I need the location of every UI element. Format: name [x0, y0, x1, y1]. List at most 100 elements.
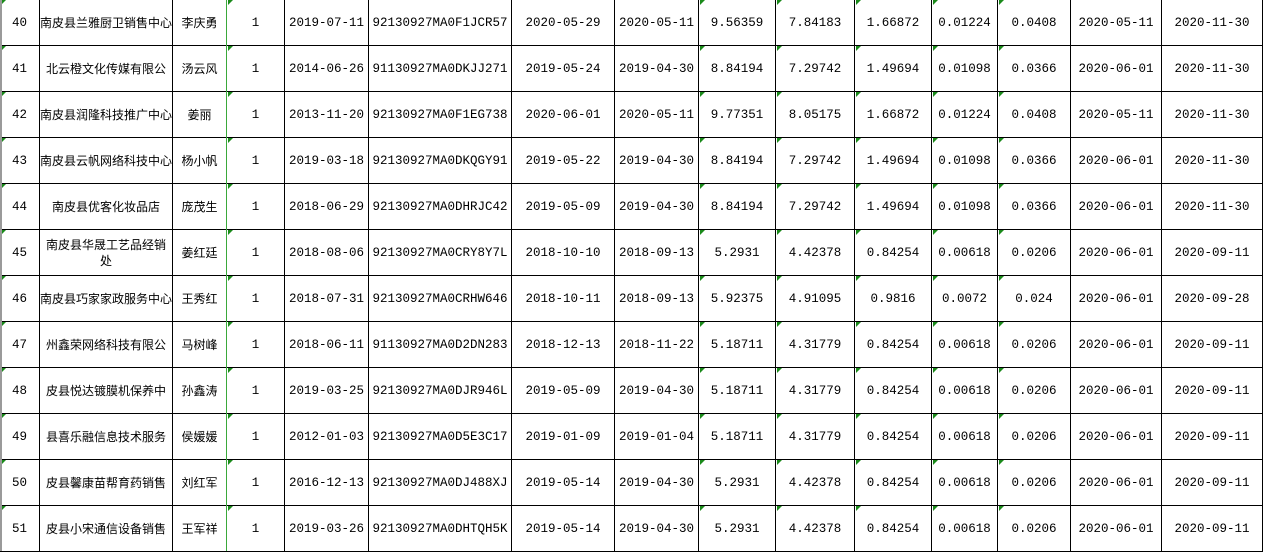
cell-date-b[interactable]: 2019-01-04: [615, 414, 699, 460]
cell-value-b[interactable]: 4.42378: [776, 230, 855, 276]
cell-date-a[interactable]: 2020-06-01: [512, 92, 615, 138]
cell-end-date[interactable]: 2020-09-11: [1162, 506, 1263, 552]
cell-company-name[interactable]: 南皮县优客化妆品店: [40, 184, 173, 230]
cell-value-b[interactable]: 7.84183: [776, 0, 855, 46]
cell-value-c[interactable]: 1.66872: [855, 0, 932, 46]
cell-credit-code[interactable]: 92130927MA0F1JCR57: [369, 0, 512, 46]
cell-row-number[interactable]: 44: [0, 184, 40, 230]
cell-credit-code[interactable]: 91130927MA0D2DN283: [369, 322, 512, 368]
cell-company-name[interactable]: 县喜乐融信息技术服务: [40, 414, 173, 460]
cell-contact-person[interactable]: 马树峰: [173, 322, 227, 368]
cell-registration-date[interactable]: 2016-12-13: [285, 460, 369, 506]
cell-registration-date[interactable]: 2019-03-26: [285, 506, 369, 552]
cell-value-a[interactable]: 9.77351: [699, 92, 776, 138]
cell-row-number[interactable]: 48: [0, 368, 40, 414]
cell-date-b[interactable]: 2018-11-22: [615, 322, 699, 368]
cell-date-a[interactable]: 2018-10-10: [512, 230, 615, 276]
cell-value-b[interactable]: 4.31779: [776, 322, 855, 368]
cell-value-c[interactable]: 1.49694: [855, 138, 932, 184]
cell-registration-date[interactable]: 2012-01-03: [285, 414, 369, 460]
cell-contact-person[interactable]: 孙鑫涛: [173, 368, 227, 414]
cell-value-a[interactable]: 8.84194: [699, 138, 776, 184]
cell-value-d[interactable]: 0.0072: [932, 276, 998, 322]
cell-value-b[interactable]: 4.42378: [776, 460, 855, 506]
cell-date-a[interactable]: 2020-05-29: [512, 0, 615, 46]
cell-count[interactable]: 1: [227, 460, 285, 506]
cell-end-date[interactable]: 2020-11-30: [1162, 138, 1263, 184]
cell-value-a[interactable]: 8.84194: [699, 46, 776, 92]
cell-date-a[interactable]: 2019-05-09: [512, 368, 615, 414]
cell-start-date[interactable]: 2020-06-01: [1071, 414, 1162, 460]
cell-count[interactable]: 1: [227, 138, 285, 184]
cell-registration-date[interactable]: 2018-07-31: [285, 276, 369, 322]
cell-registration-date[interactable]: 2019-03-18: [285, 138, 369, 184]
cell-value-b[interactable]: 7.29742: [776, 46, 855, 92]
cell-value-c[interactable]: 1.49694: [855, 184, 932, 230]
cell-value-a[interactable]: 5.18711: [699, 414, 776, 460]
cell-count[interactable]: 1: [227, 184, 285, 230]
cell-value-d[interactable]: 0.00618: [932, 322, 998, 368]
cell-value-e[interactable]: 0.0206: [998, 368, 1071, 414]
cell-credit-code[interactable]: 92130927MA0DJ488XJ: [369, 460, 512, 506]
cell-value-c[interactable]: 0.84254: [855, 414, 932, 460]
cell-value-d[interactable]: 0.01098: [932, 184, 998, 230]
cell-company-name[interactable]: 南皮县巧家家政服务中心: [40, 276, 173, 322]
cell-count[interactable]: 1: [227, 506, 285, 552]
cell-credit-code[interactable]: 92130927MA0DJR946L: [369, 368, 512, 414]
cell-company-name[interactable]: 皮县小宋通信设备销售: [40, 506, 173, 552]
cell-value-a[interactable]: 5.92375: [699, 276, 776, 322]
cell-start-date[interactable]: 2020-05-11: [1071, 0, 1162, 46]
cell-registration-date[interactable]: 2019-07-11: [285, 0, 369, 46]
cell-company-name[interactable]: 南皮县华晟工艺品经销处: [40, 230, 173, 276]
cell-value-b[interactable]: 4.31779: [776, 368, 855, 414]
cell-value-a[interactable]: 8.84194: [699, 184, 776, 230]
cell-end-date[interactable]: 2020-09-11: [1162, 414, 1263, 460]
cell-value-d[interactable]: 0.01224: [932, 0, 998, 46]
cell-value-d[interactable]: 0.01098: [932, 138, 998, 184]
cell-value-e[interactable]: 0.0206: [998, 230, 1071, 276]
cell-contact-person[interactable]: 汤云风: [173, 46, 227, 92]
cell-date-b[interactable]: 2019-04-30: [615, 184, 699, 230]
cell-value-a[interactable]: 5.18711: [699, 368, 776, 414]
cell-credit-code[interactable]: 92130927MA0DKQGY91: [369, 138, 512, 184]
cell-value-d[interactable]: 0.01224: [932, 92, 998, 138]
cell-date-a[interactable]: 2019-05-14: [512, 506, 615, 552]
cell-value-e[interactable]: 0.0408: [998, 92, 1071, 138]
cell-value-c[interactable]: 0.84254: [855, 322, 932, 368]
cell-value-a[interactable]: 5.18711: [699, 322, 776, 368]
cell-contact-person[interactable]: 庞茂生: [173, 184, 227, 230]
cell-value-d[interactable]: 0.01098: [932, 46, 998, 92]
cell-value-a[interactable]: 9.56359: [699, 0, 776, 46]
cell-start-date[interactable]: 2020-06-01: [1071, 46, 1162, 92]
cell-row-number[interactable]: 46: [0, 276, 40, 322]
cell-company-name[interactable]: 南皮县云帆网络科技中心: [40, 138, 173, 184]
cell-date-a[interactable]: 2019-05-09: [512, 184, 615, 230]
cell-row-number[interactable]: 42: [0, 92, 40, 138]
cell-value-d[interactable]: 0.00618: [932, 414, 998, 460]
cell-credit-code[interactable]: 91130927MA0DKJJ271: [369, 46, 512, 92]
cell-value-a[interactable]: 5.2931: [699, 230, 776, 276]
cell-value-c[interactable]: 0.84254: [855, 368, 932, 414]
cell-contact-person[interactable]: 王军祥: [173, 506, 227, 552]
cell-registration-date[interactable]: 2018-06-11: [285, 322, 369, 368]
cell-date-a[interactable]: 2019-05-22: [512, 138, 615, 184]
cell-row-number[interactable]: 50: [0, 460, 40, 506]
cell-value-c[interactable]: 0.84254: [855, 230, 932, 276]
cell-company-name[interactable]: 南皮县润隆科技推广中心: [40, 92, 173, 138]
cell-registration-date[interactable]: 2018-08-06: [285, 230, 369, 276]
cell-value-e[interactable]: 0.0408: [998, 0, 1071, 46]
cell-end-date[interactable]: 2020-11-30: [1162, 184, 1263, 230]
cell-row-number[interactable]: 45: [0, 230, 40, 276]
cell-value-b[interactable]: 4.31779: [776, 414, 855, 460]
cell-count[interactable]: 1: [227, 92, 285, 138]
cell-value-e[interactable]: 0.0206: [998, 460, 1071, 506]
cell-start-date[interactable]: 2020-06-01: [1071, 230, 1162, 276]
cell-count[interactable]: 1: [227, 0, 285, 46]
cell-value-c[interactable]: 1.49694: [855, 46, 932, 92]
cell-credit-code[interactable]: 92130927MA0F1EG738: [369, 92, 512, 138]
cell-end-date[interactable]: 2020-09-28: [1162, 276, 1263, 322]
cell-credit-code[interactable]: 92130927MA0CRY8Y7L: [369, 230, 512, 276]
cell-value-e[interactable]: 0.0366: [998, 184, 1071, 230]
cell-row-number[interactable]: 43: [0, 138, 40, 184]
cell-registration-date[interactable]: 2014-06-26: [285, 46, 369, 92]
